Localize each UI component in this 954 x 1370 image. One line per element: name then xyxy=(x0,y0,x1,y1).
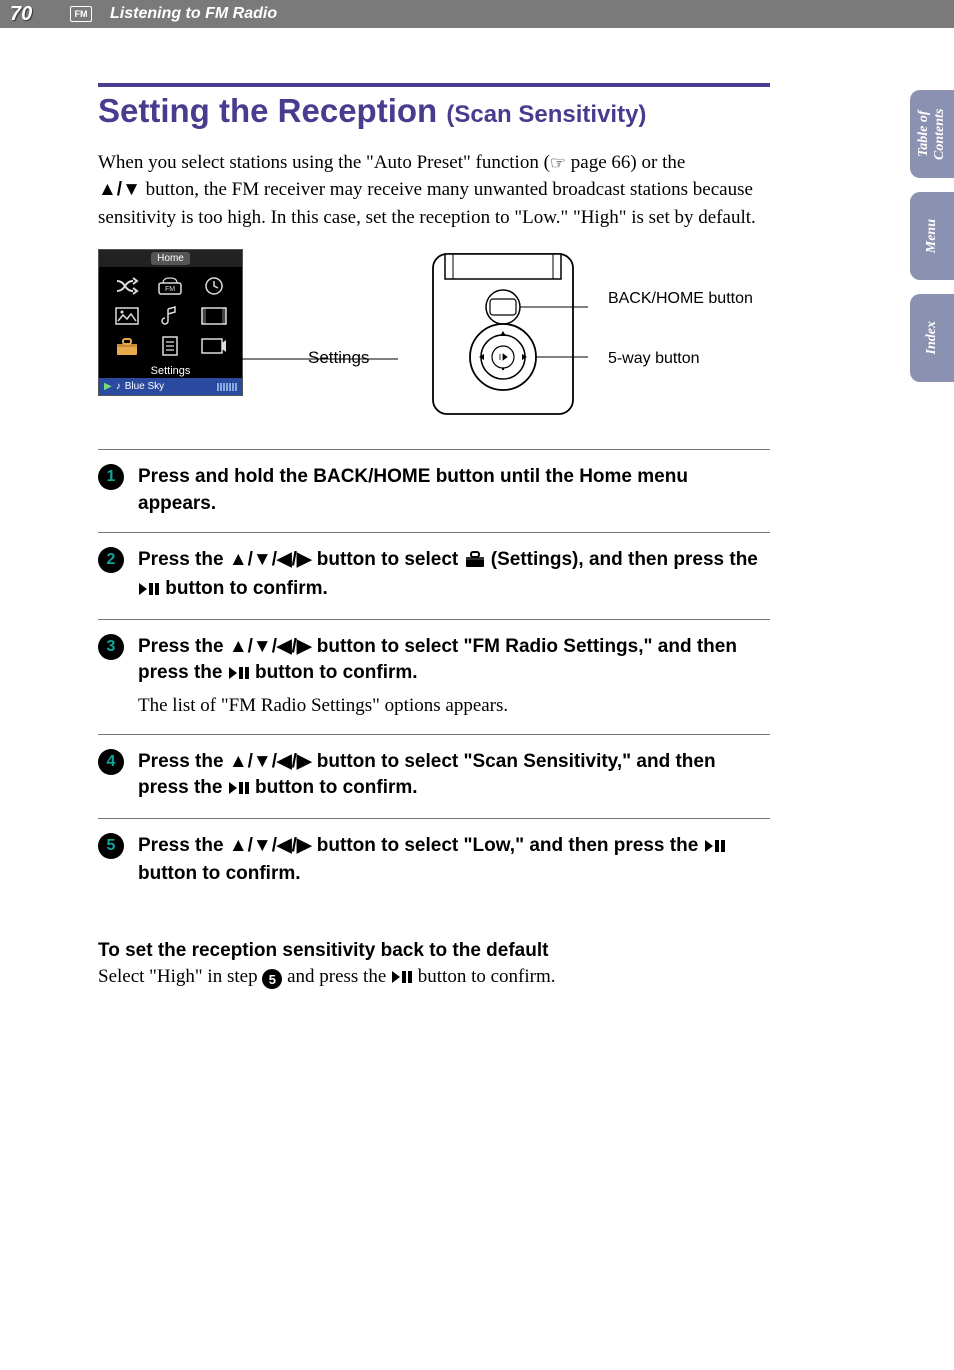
settings-callout-label: Settings xyxy=(308,349,369,366)
music-note-icon: ♪ xyxy=(116,381,121,392)
chapter-title: Listening to FM Radio xyxy=(110,5,277,23)
step-1: 1 Press and hold the BACK/HOME button un… xyxy=(98,449,770,531)
playlist-icon xyxy=(155,335,185,357)
svg-text:FM: FM xyxy=(165,286,175,293)
sub-section: To set the reception sensitivity back to… xyxy=(98,940,770,990)
main-content: Setting the Reception (Scan Sensitivity)… xyxy=(0,28,820,990)
page-number: 70 xyxy=(10,3,70,26)
now-playing-icon xyxy=(199,335,229,357)
clock-icon xyxy=(199,275,229,297)
step-3-text: Press the ▲/▼/◀/▶ button to select "FM R… xyxy=(138,634,770,720)
sub-heading: To set the reception sensitivity back to… xyxy=(98,940,770,962)
play-indicator-icon: ▶ xyxy=(104,381,112,392)
step-1-text: Press and hold the BACK/HOME button unti… xyxy=(138,464,770,517)
step-number-5: 5 xyxy=(98,833,124,859)
toolbox-inline-icon xyxy=(464,550,486,577)
step-2-text: Press the ▲/▼/◀/▶ button to select (Sett… xyxy=(138,547,770,605)
step-3-note: The list of "FM Radio Settings" options … xyxy=(138,693,770,720)
shuffle-icon xyxy=(112,275,142,297)
step-2: 2 Press the ▲/▼/◀/▶ button to select (Se… xyxy=(98,532,770,619)
tab-index[interactable]: Index xyxy=(910,294,954,382)
video-icon xyxy=(199,305,229,327)
inline-step-ref: 5 xyxy=(262,969,282,989)
device-screen-mock: Home FM Settings ▶ ♪ Blue Sk xyxy=(98,249,243,396)
five-way-label: 5-way button xyxy=(608,349,700,369)
fm-icon: FM xyxy=(70,6,92,22)
screen-label: Settings xyxy=(99,363,242,378)
nav-arrows-icon: ▲/▼/◀/▶ xyxy=(229,835,312,856)
now-playing-title: Blue Sky xyxy=(125,381,164,392)
settings-toolbox-icon xyxy=(112,335,142,357)
play-pause-icon xyxy=(391,968,413,990)
nav-arrows-icon: ▲/▼/◀/▶ xyxy=(229,751,312,772)
side-tabs: Table of Contents Menu Index xyxy=(910,90,954,382)
finger-icon: ☞ xyxy=(550,150,566,176)
step-4: 4 Press the ▲/▼/◀/▶ button to select "Sc… xyxy=(98,734,770,818)
back-home-label: BACK/HOME button xyxy=(608,289,753,309)
step-number-2: 2 xyxy=(98,547,124,573)
step-number-3: 3 xyxy=(98,634,124,660)
photo-icon xyxy=(112,305,142,327)
play-pause-icon xyxy=(138,578,160,605)
step-5: 5 Press the ▲/▼/◀/▶ button to select "Lo… xyxy=(98,818,770,902)
step-4-text: Press the ▲/▼/◀/▶ button to select "Scan… xyxy=(138,749,770,804)
figures-row: Home FM Settings ▶ ♪ Blue Sk xyxy=(98,249,770,424)
step-number-4: 4 xyxy=(98,749,124,775)
fm-radio-icon: FM xyxy=(155,275,185,297)
up-down-arrows-icon: ▲/▼ xyxy=(98,179,141,200)
page-title: Setting the Reception (Scan Sensitivity) xyxy=(98,91,770,131)
step-3: 3 Press the ▲/▼/◀/▶ button to select "FM… xyxy=(98,619,770,734)
device-diagram xyxy=(423,249,593,419)
page-header: 70 FM Listening to FM Radio xyxy=(0,0,954,28)
section-rule xyxy=(98,83,770,87)
play-pause-icon xyxy=(228,777,250,804)
screen-tab-home: Home xyxy=(151,252,190,265)
sub-text: Select "High" in step 5 and press the bu… xyxy=(98,966,770,990)
music-icon xyxy=(155,305,185,327)
play-pause-icon xyxy=(228,662,250,689)
now-playing-bar: ▶ ♪ Blue Sky xyxy=(99,378,242,395)
step-5-text: Press the ▲/▼/◀/▶ button to select "Low,… xyxy=(138,833,770,888)
play-pause-icon xyxy=(704,835,726,862)
battery-icon xyxy=(217,383,237,391)
nav-arrows-icon: ▲/▼/◀/▶ xyxy=(229,636,312,657)
nav-arrows-icon: ▲/▼/◀/▶ xyxy=(229,549,312,570)
intro-paragraph: When you select stations using the "Auto… xyxy=(98,149,770,232)
step-number-1: 1 xyxy=(98,464,124,490)
tab-menu[interactable]: Menu xyxy=(910,192,954,280)
tab-toc[interactable]: Table of Contents xyxy=(910,90,954,178)
